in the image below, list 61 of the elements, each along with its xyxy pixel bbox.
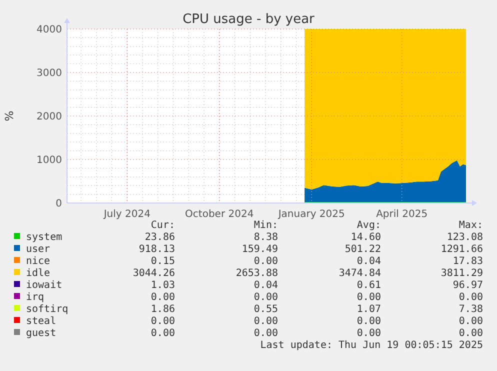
text: 17.83 — [452, 256, 483, 267]
text: 3474.84 — [338, 268, 381, 279]
text: 0.00 — [254, 256, 278, 267]
legend-label: guest — [26, 328, 56, 339]
y-tick-label: 0 — [56, 198, 62, 210]
text: 0.00 — [356, 292, 381, 303]
text: 0.00 — [150, 328, 175, 339]
text: 0.00 — [150, 316, 175, 327]
legend-label: user — [26, 244, 50, 255]
text: Max: — [458, 220, 483, 231]
y-tick-label: 3000 — [36, 68, 62, 79]
text: 3044.26 — [132, 268, 175, 279]
x-tick-label: April 2025 — [376, 209, 428, 220]
text: 0.00 — [254, 292, 278, 303]
legend-label: idle — [26, 268, 50, 279]
text: 7.38 — [458, 304, 483, 315]
text: 0.00 — [458, 328, 483, 339]
text: 0.00 — [254, 328, 278, 339]
text: 2653.88 — [236, 268, 278, 279]
y-tick-label: 2000 — [36, 112, 62, 122]
text: Last update: Thu Jun 19 00:05:15 2025 — [260, 340, 483, 351]
text: 0.55 — [254, 304, 278, 315]
legend-label: steal — [26, 316, 56, 327]
text: 0.04 — [356, 256, 381, 267]
text: 0.15 — [150, 256, 175, 267]
legend-label: system — [26, 232, 62, 243]
legend-label: iowait — [26, 280, 62, 291]
chart-title: CPU usage - by year — [182, 12, 316, 27]
y-axis-title: % — [3, 110, 16, 122]
x-tick-label: January 2025 — [277, 209, 345, 220]
text: 8.38 — [254, 232, 278, 243]
text: 1.86 — [150, 304, 175, 315]
x-tick-label: October 2024 — [185, 209, 254, 220]
x-tick-label: July 2024 — [102, 209, 150, 220]
text: Cur: — [150, 220, 175, 231]
text: 1.07 — [356, 304, 381, 315]
text: 0.00 — [458, 316, 483, 327]
text: 1.03 — [150, 280, 175, 291]
text: 0.00 — [150, 292, 175, 303]
text: 0.00 — [254, 316, 278, 327]
text: 23.86 — [144, 232, 175, 243]
text: 501.22 — [344, 244, 381, 255]
text: 123.08 — [446, 232, 483, 243]
text: 0.61 — [356, 280, 381, 291]
text: Min: — [254, 220, 278, 231]
text: 0.00 — [356, 316, 381, 327]
text: 14.60 — [350, 232, 381, 243]
text: 0.04 — [254, 280, 278, 291]
text: 0.00 — [356, 328, 381, 339]
text: 3811.29 — [440, 268, 483, 279]
legend-label: irq — [26, 292, 44, 303]
y-tick-label: 4000 — [36, 24, 62, 36]
legend-label: nice — [26, 256, 50, 267]
text: 0.00 — [458, 292, 483, 303]
y-tick-label: 1000 — [36, 155, 62, 166]
legend-label: softirq — [26, 304, 68, 315]
text: 96.97 — [452, 280, 483, 291]
text: Avg: — [356, 220, 381, 231]
text: 1291.66 — [440, 244, 483, 255]
text: 918.13 — [138, 244, 175, 255]
text: 159.49 — [242, 244, 278, 255]
